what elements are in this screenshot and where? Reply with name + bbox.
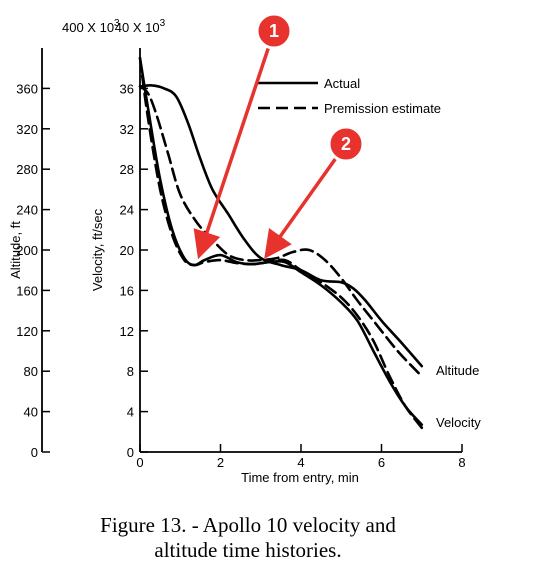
callout-2-arrow: [264, 157, 337, 259]
legend-label-actual: Actual: [324, 76, 360, 91]
velocity-tick-label: 8: [127, 364, 134, 379]
altitude-premission-line: [138, 85, 424, 378]
callout-2-label: 2: [341, 134, 351, 154]
callout-1-label: 1: [269, 21, 279, 41]
altitude-tick-label: 280: [16, 162, 38, 177]
altitude-tick-label: 200: [16, 243, 38, 258]
callout-1-circle: [255, 12, 293, 50]
velocity-tick-label: 12: [120, 324, 134, 339]
altitude-tick-label: 40: [24, 405, 38, 420]
velocity-tick-label: 32: [120, 122, 134, 137]
time-tick-label: 0: [136, 455, 143, 470]
velocity-tick-label: 36: [120, 81, 134, 96]
velocity-axis-top-label: 40 X 103: [115, 18, 166, 35]
altitude-tick-label: 320: [16, 122, 38, 137]
altitude-tick-label: 120: [16, 324, 38, 339]
altitude-tick-label: 0: [31, 445, 38, 460]
velocity-premission-line: [138, 56, 424, 430]
altitude-tick-label: 360: [16, 81, 38, 96]
callout-2-circle: [327, 125, 365, 163]
figure-caption-line-1: Figure 13. - Apollo 10 velocity and: [100, 513, 396, 537]
altitude-axis: 400 X 103 Altitude, ft 0 40 80 120 160 200 240…: [8, 18, 120, 460]
time-axis-title: Time from entry, min: [241, 470, 359, 485]
velocity-tick-label: 0: [127, 445, 134, 460]
callout-1-arrow: [193, 47, 270, 260]
altitude-actual-line: [138, 84, 424, 368]
altitude-curve-label: Altitude: [436, 363, 479, 378]
time-tick-label: 8: [458, 455, 465, 470]
altitude-axis-title: Altitude, ft: [8, 221, 23, 279]
time-axis: 0 2 4 6 8 Time from entry, min: [136, 444, 466, 485]
legend-label-premission: Premission estimate: [324, 101, 441, 116]
time-tick-label: 2: [217, 455, 224, 470]
velocity-tick-label: 28: [120, 162, 134, 177]
time-tick-label: 4: [297, 455, 304, 470]
velocity-axis: 40 X 103 Velocity, ft/sec 0 4 8 12 16 20 24 28 3…: [90, 18, 166, 460]
figure-caption-line-2: altitude time histories.: [154, 538, 341, 562]
velocity-tick-label: 4: [127, 405, 134, 420]
altitude-axis-top-label: 400 X 103: [62, 18, 120, 35]
time-tick-label: 6: [378, 455, 385, 470]
velocity-curve-label: Velocity: [436, 415, 481, 430]
altitude-tick-label: 80: [24, 364, 38, 379]
velocity-tick-label: 24: [120, 203, 134, 218]
velocity-tick-label: 16: [120, 283, 134, 298]
altitude-tick-label: 160: [16, 283, 38, 298]
altitude-tick-label: 240: [16, 203, 38, 218]
velocity-actual-line: [138, 56, 424, 426]
legend: Actual Premission estimate: [258, 76, 441, 116]
velocity-tick-label: 20: [120, 243, 134, 258]
velocity-axis-title: Velocity, ft/sec: [90, 208, 105, 291]
